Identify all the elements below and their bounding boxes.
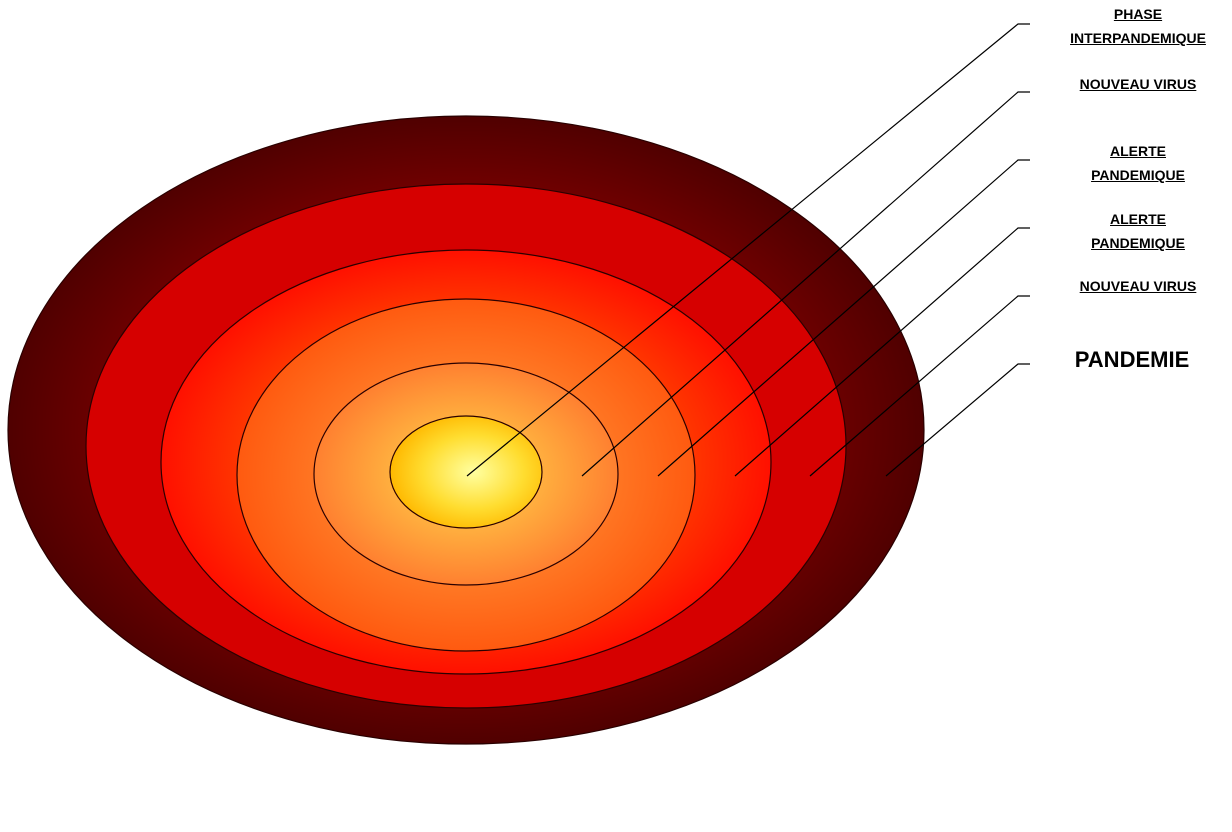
label-line: NOUVEAU VIRUS	[1079, 278, 1197, 294]
label-alerte-pandemique-1: ALERTE PANDEMIQUE	[1038, 139, 1232, 187]
leader-line-pandemie	[885, 363, 1030, 477]
label-phase-interpandemique: PHASE INTERPANDEMIQUE	[1038, 2, 1232, 50]
label-line: PANDEMIQUE	[1091, 167, 1185, 183]
core-phase-interpandemique	[389, 415, 543, 529]
leader-line-nouveau-virus-1	[581, 91, 1030, 477]
leader-line-nouveau-virus-2	[809, 295, 1030, 477]
label-line: PANDEMIQUE	[1091, 235, 1185, 251]
label-pandemie: PANDEMIE	[1032, 346, 1232, 374]
label-line: ALERTE	[1110, 143, 1166, 159]
label-nouveau-virus-1: NOUVEAU VIRUS	[1038, 72, 1232, 96]
leader-line-phase-interpandemique	[466, 23, 1030, 477]
label-nouveau-virus-2: NOUVEAU VIRUS	[1038, 274, 1232, 298]
label-alerte-pandemique-2: ALERTE PANDEMIQUE	[1038, 207, 1232, 255]
label-line: INTERPANDEMIQUE	[1070, 30, 1206, 46]
leader-line-alerte-pandemique-1	[657, 159, 1030, 477]
label-line: NOUVEAU VIRUS	[1079, 76, 1197, 92]
label-line: ALERTE	[1110, 211, 1166, 227]
leader-line-alerte-pandemique-2	[734, 227, 1030, 477]
label-line: PHASE	[1113, 6, 1163, 22]
label-line: PANDEMIE	[1074, 347, 1190, 372]
